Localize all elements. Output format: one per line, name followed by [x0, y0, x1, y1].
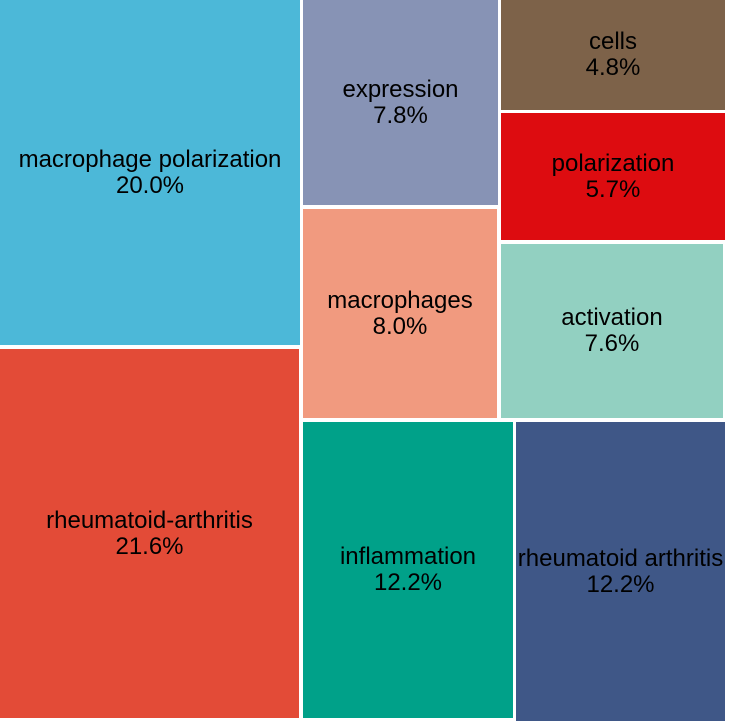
treemap-cell-label: inflammation: [339, 543, 477, 570]
treemap-cell-rheumatoid-arthritis-hyphenated: rheumatoid-arthritis 21.6%: [0, 349, 299, 718]
treemap-cell-cells: cells 4.8%: [501, 0, 725, 110]
treemap-cell-percentage: 4.8%: [585, 54, 641, 81]
treemap-cell-expression: expression 7.8%: [303, 0, 498, 205]
treemap-cell-percentage: 7.6%: [584, 330, 640, 357]
treemap-cell-inflammation: inflammation 12.2%: [303, 422, 513, 718]
treemap-cell-label: rheumatoid arthritis: [517, 544, 724, 572]
treemap-cell-label: polarization: [551, 149, 675, 177]
treemap-cell-polarization: polarization 5.7%: [501, 113, 725, 240]
treemap-cell-percentage: 5.7%: [585, 175, 641, 203]
treemap-cell-label: expression: [342, 75, 459, 103]
treemap-cell-activation: activation 7.6%: [501, 244, 723, 418]
treemap-cell-percentage: 8.0%: [372, 312, 428, 340]
treemap-cell-percentage: 12.2%: [373, 569, 443, 596]
treemap-cell-macrophages: macrophages 8.0%: [303, 209, 497, 418]
treemap-cell-percentage: 7.8%: [373, 101, 428, 129]
treemap-cell-percentage: 20.0%: [115, 171, 185, 199]
treemap-cell-label: activation: [561, 304, 663, 331]
treemap-cell-percentage: 21.6%: [115, 532, 184, 560]
treemap-cell-macrophage-polarization: macrophage polarization 20.0%: [0, 0, 300, 345]
treemap-cell-rheumatoid-arthritis: rheumatoid arthritis 12.2%: [516, 422, 725, 721]
treemap-cell-label: macrophages: [327, 286, 473, 314]
treemap-cell-label: rheumatoid-arthritis: [46, 506, 253, 534]
treemap-cell-label: cells: [588, 28, 637, 55]
treemap-cell-percentage: 12.2%: [586, 570, 655, 598]
treemap-cell-label: macrophage polarization: [18, 145, 282, 173]
